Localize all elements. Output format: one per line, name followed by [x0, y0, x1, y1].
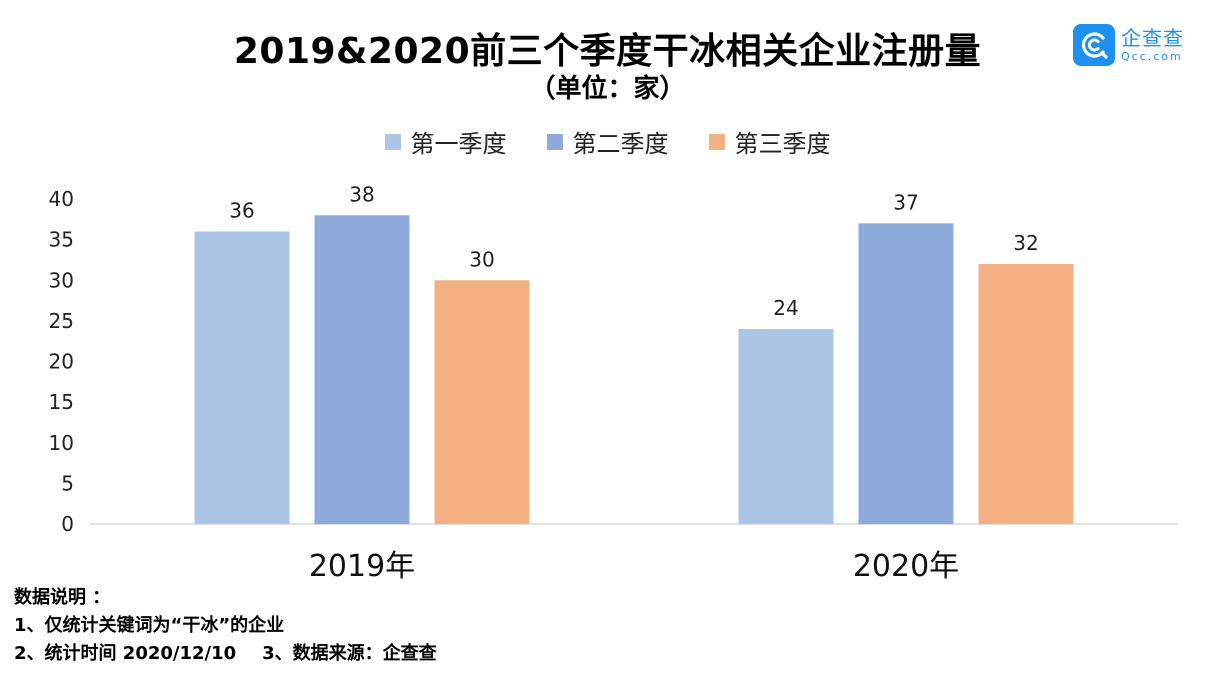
- notes-line-2a: 2、统计时间 2020/12/10: [14, 643, 237, 664]
- y-tick-label: 25: [49, 309, 74, 333]
- x-tick-label: 2020年: [853, 549, 959, 584]
- qcc-logo-icon: [1073, 24, 1115, 66]
- legend-item-q3: 第三季度: [708, 124, 831, 159]
- bar: [738, 329, 834, 524]
- notes-line-2: 2、统计时间 2020/12/10 3、数据来源：企查查: [14, 640, 437, 668]
- y-tick-label: 0: [61, 512, 74, 536]
- legend-item-q1: 第一季度: [384, 124, 507, 159]
- notes-line-2b: 3、数据来源：企查查: [262, 643, 437, 664]
- bar: [314, 215, 410, 524]
- data-label: 32: [1013, 231, 1038, 255]
- bar: [194, 231, 290, 524]
- brand-name: 企查查: [1121, 26, 1184, 50]
- notes-heading: 数据说明 ：: [14, 587, 111, 608]
- x-tick-label: 2019年: [309, 549, 415, 584]
- brand-domain: Qcc.com: [1121, 50, 1183, 63]
- bar: [858, 223, 954, 524]
- y-tick-label: 15: [49, 390, 74, 414]
- chart-legend: 第一季度 第二季度 第三季度: [0, 124, 1215, 159]
- y-tick-label: 30: [49, 268, 74, 292]
- data-label: 30: [469, 247, 494, 271]
- notes-line-1: 1、仅统计关键词为“干冰”的企业: [14, 615, 285, 636]
- legend-swatch: [384, 133, 401, 150]
- data-notes: 数据说明 ： 1、仅统计关键词为“干冰”的企业 2、统计时间 2020/12/1…: [14, 584, 437, 668]
- chart-title: 2019&2020前三个季度干冰相关企业注册量: [233, 31, 982, 72]
- brand-logo: 企查查 Qcc.com: [1073, 22, 1203, 68]
- data-label: 38: [349, 182, 374, 206]
- bar: [978, 264, 1074, 524]
- y-tick-label: 20: [49, 350, 74, 374]
- legend-swatch: [708, 133, 725, 150]
- chart-subtitle: （单位：家）: [529, 74, 686, 104]
- legend-label: 第三季度: [734, 130, 831, 158]
- bar: [434, 280, 530, 524]
- data-label: 36: [229, 199, 254, 223]
- data-label: 37: [893, 190, 918, 214]
- y-tick-label: 5: [61, 471, 74, 495]
- y-tick-label: 35: [49, 228, 74, 252]
- y-tick-label: 10: [49, 431, 74, 455]
- legend-label: 第一季度: [410, 130, 507, 158]
- legend-swatch: [546, 133, 563, 150]
- data-label: 24: [773, 296, 798, 320]
- legend-item-q2: 第二季度: [546, 124, 669, 159]
- legend-label: 第二季度: [572, 130, 669, 158]
- y-tick-label: 40: [49, 187, 74, 211]
